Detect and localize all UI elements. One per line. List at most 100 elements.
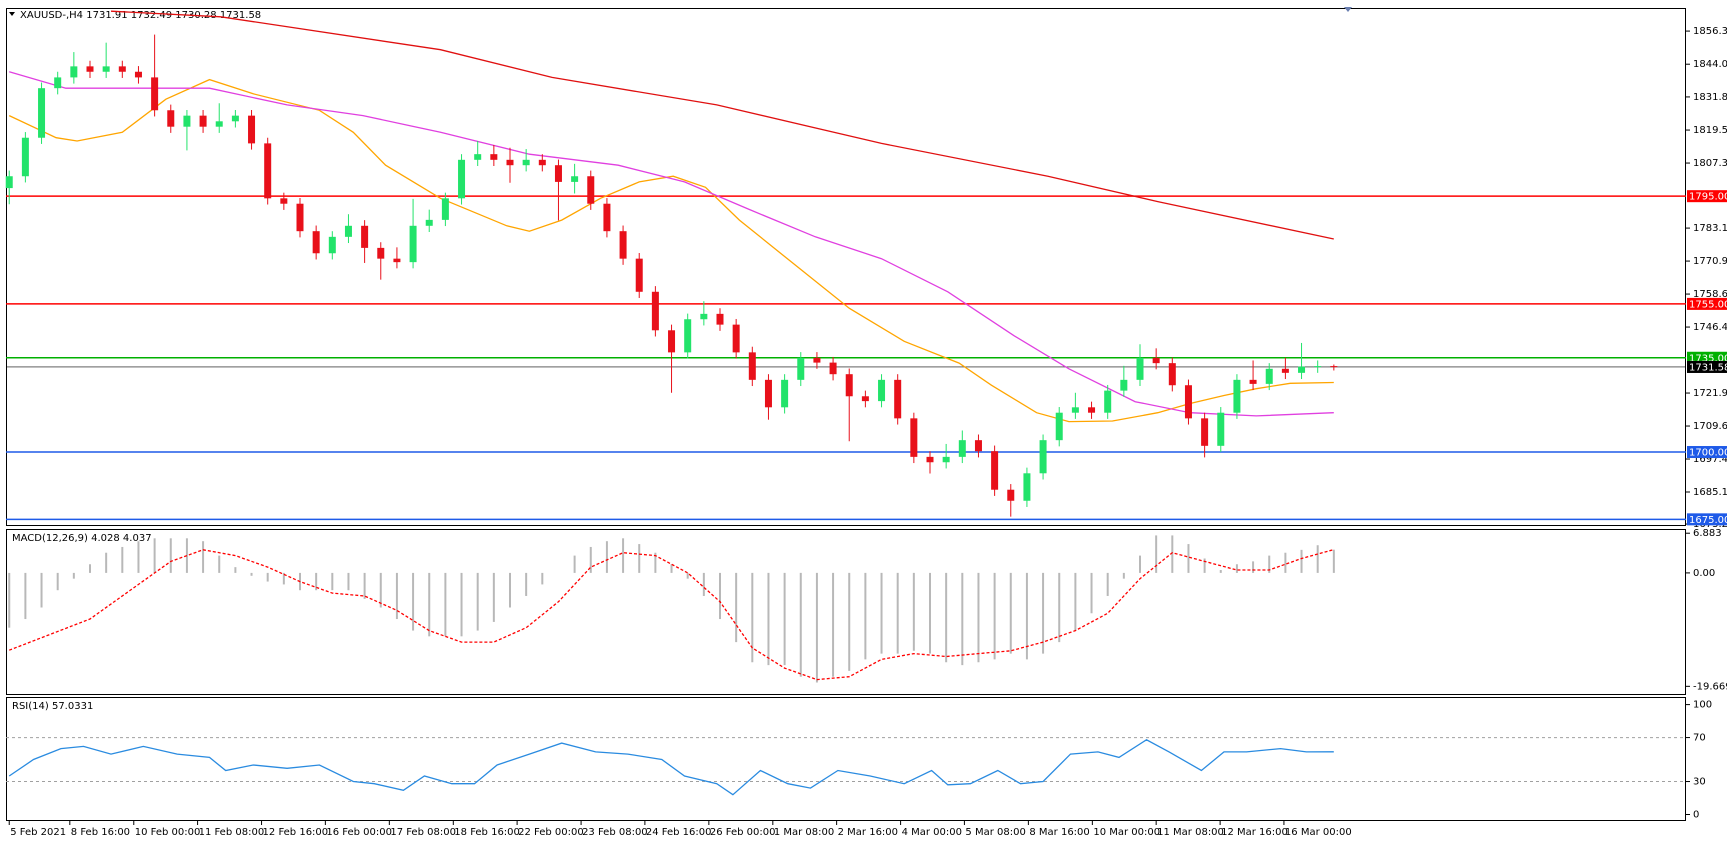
- x-tick-label: 22 Feb 00:00: [518, 827, 584, 838]
- price-level-box: [1687, 446, 1727, 459]
- macd-title: MACD(12,26,9) 4.028 4.037: [12, 533, 152, 544]
- candle-body: [522, 159, 530, 166]
- y-tick-label: 1758.65: [1693, 289, 1727, 300]
- candle-body: [732, 324, 740, 353]
- y-tick-label: 6.883: [1693, 528, 1722, 539]
- x-tick-label: 12 Feb 16:00: [263, 827, 329, 838]
- candle-body: [38, 88, 46, 138]
- price-level-label: 1755.00: [1689, 299, 1727, 310]
- x-tick-label: 23 Feb 08:00: [582, 827, 648, 838]
- price-level-label: 1795.00: [1689, 192, 1727, 203]
- candle-body: [70, 66, 78, 78]
- y-tick-label: 1819.55: [1693, 125, 1727, 136]
- candle-body: [538, 159, 546, 166]
- y-tick-label: 100: [1693, 700, 1712, 711]
- candle-body: [1120, 379, 1128, 391]
- candle-body: [974, 440, 982, 452]
- price-level-label: 1675.00: [1689, 515, 1727, 526]
- main-panel-frame: [6, 8, 1686, 526]
- macd-panel-frame: [6, 529, 1686, 695]
- candle-body: [1088, 407, 1096, 413]
- candle-body: [1201, 418, 1209, 446]
- x-tick-label: 8 Mar 16:00: [1029, 827, 1089, 838]
- candle-body: [21, 137, 29, 177]
- candle-body: [1071, 407, 1079, 413]
- candle-body: [312, 231, 320, 254]
- y-tick-label: 1770.90: [1693, 256, 1727, 267]
- candle-body: [1217, 412, 1225, 446]
- candle-body: [474, 154, 482, 160]
- x-tick-label: 17 Feb 08:00: [390, 827, 456, 838]
- y-tick-label: 1685.15: [1693, 487, 1727, 498]
- candle-body: [1007, 489, 1015, 501]
- price-level-box: [1687, 351, 1727, 364]
- price-level-box: [1687, 297, 1727, 310]
- candle-body: [118, 66, 126, 72]
- y-tick-label: 1721.90: [1693, 388, 1727, 399]
- price-level-label: 1735.00: [1689, 353, 1727, 364]
- y-tick-label: 1844.00: [1693, 59, 1727, 70]
- candle-body: [248, 115, 256, 144]
- candle-body: [1039, 440, 1047, 474]
- candle-body: [910, 418, 918, 457]
- y-tick-label: 0: [1693, 810, 1699, 821]
- price-level-box: [1687, 360, 1727, 373]
- candle-body: [1233, 379, 1241, 413]
- candle-body: [651, 291, 659, 331]
- candle-body: [1281, 368, 1289, 373]
- candle-body: [393, 258, 401, 263]
- y-tick-label: 1709.65: [1693, 421, 1727, 432]
- candle-body: [215, 121, 223, 127]
- y-tick-label: 1746.40: [1693, 322, 1727, 333]
- candle-body: [781, 379, 789, 408]
- rsi-title: RSI(14) 57.0331: [12, 701, 93, 712]
- candle-body: [1023, 473, 1031, 501]
- x-tick-label: 5 Mar 08:00: [965, 827, 1025, 838]
- candle-body: [5, 176, 13, 189]
- x-tick-label: 11 Mar 08:00: [1157, 827, 1224, 838]
- candle-body: [86, 66, 94, 72]
- candle-body: [991, 451, 999, 490]
- candle-body: [328, 236, 336, 254]
- price-level-box: [1687, 190, 1727, 203]
- macd-signal: [8, 548, 1334, 681]
- candle-body: [151, 77, 159, 111]
- candle-body: [587, 176, 595, 204]
- candle-body: [603, 203, 611, 232]
- candle-body: [1055, 412, 1063, 441]
- candle-body: [845, 374, 853, 397]
- x-tick-label: 16 Mar 00:00: [1285, 827, 1352, 838]
- candle-body: [264, 143, 272, 199]
- candle-body: [199, 115, 207, 127]
- y-tick-label: 0.00: [1693, 568, 1715, 579]
- candle-body: [942, 456, 950, 463]
- price-level-label: 1700.00: [1689, 448, 1727, 459]
- y-tick-label: 1697.40: [1693, 454, 1727, 465]
- chart-title: XAUUSD-,H4 1731.91 1732.49 1730.28 1731.…: [20, 10, 261, 21]
- candle-body: [506, 159, 514, 166]
- candle-body: [894, 379, 902, 419]
- candle-body: [296, 203, 304, 232]
- symbol-menu-arrow: [9, 12, 15, 16]
- candle-body: [700, 313, 708, 320]
- candle-body: [1298, 366, 1306, 373]
- candle-body: [926, 456, 934, 463]
- candle-body: [458, 159, 466, 199]
- candle-body: [377, 247, 385, 259]
- candle-body: [361, 225, 369, 248]
- candle-body: [54, 77, 62, 89]
- candle-body: [490, 154, 498, 160]
- x-tick-label: 5 Feb 2021: [10, 827, 66, 838]
- candle-body: [554, 165, 562, 182]
- candle-body: [958, 440, 966, 457]
- candle-body: [1104, 390, 1112, 413]
- x-tick-label: 16 Feb 00:00: [326, 827, 392, 838]
- candle-body: [344, 225, 352, 237]
- candle-body: [1152, 357, 1160, 364]
- candle-body: [425, 219, 433, 226]
- moving-average: [8, 78, 1334, 423]
- rsi-panel-frame: [6, 697, 1686, 821]
- candle-body: [797, 357, 805, 380]
- candle-body: [1136, 357, 1144, 380]
